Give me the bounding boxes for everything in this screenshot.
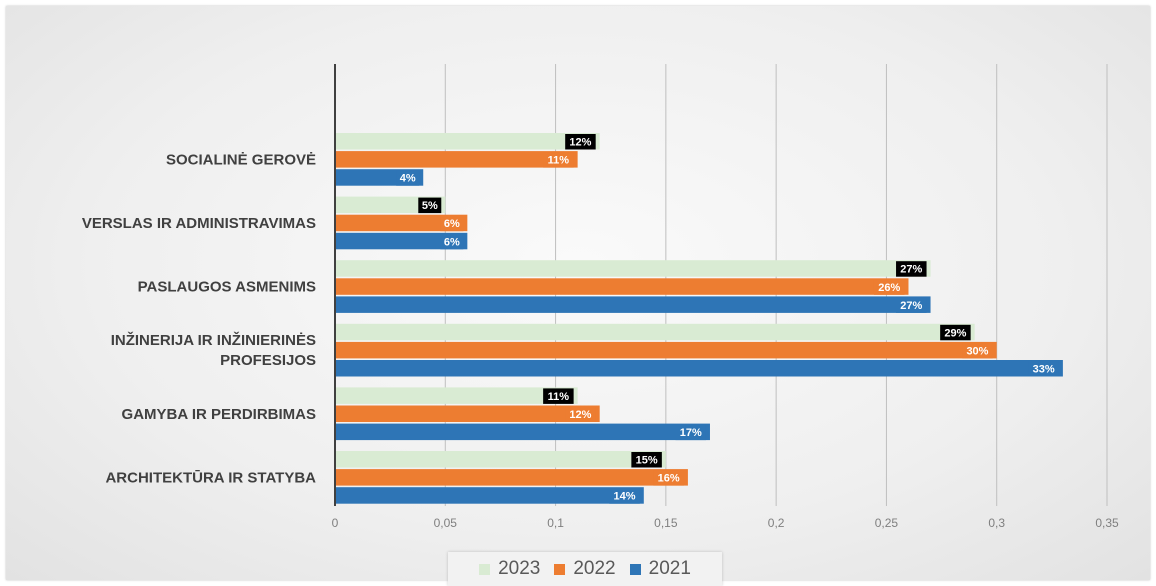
bar-2023 <box>335 451 666 468</box>
legend: 2023 2022 2021 <box>448 552 722 586</box>
x-tick-label: 0,05 <box>434 516 458 530</box>
bar-2023 <box>335 323 975 341</box>
bar-2022 <box>335 469 688 486</box>
bar-2021 <box>335 296 931 313</box>
data-label-box <box>543 388 574 404</box>
data-label-box <box>896 297 927 313</box>
bar-2021 <box>335 487 644 504</box>
legend-swatch <box>479 563 491 575</box>
data-label: 12% <box>569 137 591 149</box>
data-label-box <box>653 470 684 486</box>
data-label-box <box>565 134 596 150</box>
legend-label: 2022 <box>573 558 616 579</box>
category-label: PROFESIJOS <box>220 352 316 369</box>
bar-2023 <box>335 196 446 214</box>
bar-2022 <box>335 214 468 232</box>
data-label: 12% <box>569 409 591 421</box>
data-label: 27% <box>900 264 922 276</box>
data-label-box <box>440 233 464 250</box>
data-label-box <box>609 488 640 504</box>
data-label-box <box>396 170 420 186</box>
legend-swatch <box>629 563 641 575</box>
category-label: PASLAUGOS ASMENIMS <box>138 279 316 296</box>
data-label-box <box>962 342 993 359</box>
x-tick-label: 0,15 <box>654 516 678 530</box>
legend-item-2021: 2021 <box>629 558 691 580</box>
category-label: ARCHITEKTŪRA IR STATYBA <box>105 469 316 486</box>
bar-2023 <box>335 260 931 277</box>
data-label-box <box>873 279 905 295</box>
data-label-box <box>675 424 706 441</box>
legend-swatch <box>554 563 566 575</box>
x-tick-label: 0 <box>332 516 339 530</box>
data-label-box <box>631 452 662 468</box>
data-label: 6% <box>444 236 460 248</box>
data-label: 11% <box>548 391 570 403</box>
data-label: 30% <box>966 345 988 357</box>
data-label: 4% <box>400 173 416 185</box>
data-label-box <box>418 197 442 214</box>
data-label: 15% <box>636 455 658 467</box>
x-tick-label: 0,25 <box>875 516 899 530</box>
data-label-box <box>940 324 971 341</box>
category-label: GAMYBA IR PERDIRBIMAS <box>122 406 316 423</box>
data-label: 33% <box>1033 364 1055 376</box>
bar-2022 <box>335 278 909 295</box>
data-label-box <box>440 215 464 232</box>
data-label: 6% <box>444 218 460 230</box>
x-tick-label: 0,35 <box>1095 516 1119 530</box>
bar-chart: 0 0,05 0,1 0,15 0,2 0,25 0,3 0,35 12% 11% 4% SOCIAL… <box>82 64 1119 530</box>
data-label: 29% <box>944 327 966 339</box>
category-label: VERSLAS IR ADMINISTRAVIMAS <box>82 215 316 232</box>
x-tick-label: 0,1 <box>547 516 564 530</box>
bar-2022 <box>335 151 578 168</box>
chart-frame: 0 0,05 0,1 0,15 0,2 0,25 0,3 0,35 12% 11% 4% SOCIAL… <box>6 6 1150 586</box>
data-label-box <box>896 261 927 277</box>
legend-item-2022: 2022 <box>554 558 616 580</box>
data-label-box <box>565 406 596 422</box>
bar-2023 <box>335 133 600 150</box>
category-label: INŽINERIJA IR INŽINIERINĖS <box>111 331 316 349</box>
data-label-box <box>1028 361 1059 377</box>
legend-item-2023: 2023 <box>479 558 540 580</box>
bar-2022 <box>335 405 600 422</box>
data-label: 14% <box>614 491 636 503</box>
bar-2021 <box>335 360 1063 377</box>
bar-2022 <box>335 341 997 359</box>
x-tick-label: 0,2 <box>768 516 785 530</box>
bar-2021 <box>335 232 468 250</box>
bar-2021 <box>335 423 710 441</box>
data-label: 16% <box>658 473 680 485</box>
legend-label: 2023 <box>498 558 541 579</box>
data-label: 26% <box>878 282 900 294</box>
legend-label: 2021 <box>648 558 691 579</box>
x-tick-label: 0,3 <box>988 516 1005 530</box>
data-label: 27% <box>900 300 922 312</box>
data-label: 17% <box>680 427 702 439</box>
bar-2023 <box>335 387 578 404</box>
category-label: SOCIALINĖ GEROVĖ <box>166 151 316 168</box>
data-label: 11% <box>548 155 570 167</box>
data-label-box <box>543 152 574 168</box>
data-label: 5% <box>422 200 438 212</box>
